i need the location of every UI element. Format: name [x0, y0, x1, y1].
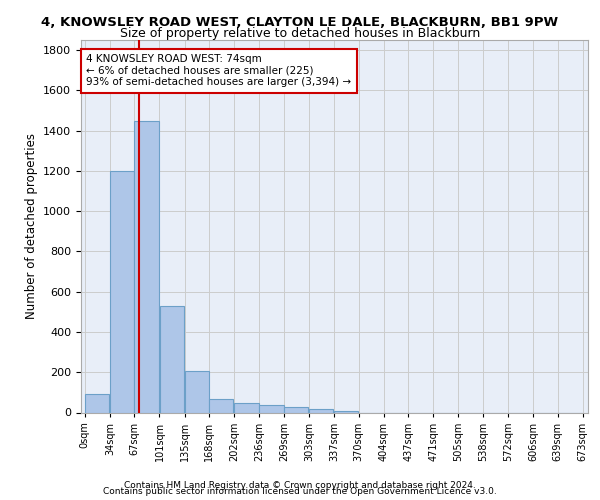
Bar	[334, 411, 358, 412]
Text: Size of property relative to detached houses in Blackburn: Size of property relative to detached ho…	[120, 28, 480, 40]
Bar	[160, 306, 184, 412]
Bar	[185, 371, 209, 412]
Bar	[309, 410, 333, 412]
Text: Contains HM Land Registry data © Crown copyright and database right 2024.: Contains HM Land Registry data © Crown c…	[124, 480, 476, 490]
Bar	[209, 400, 233, 412]
Y-axis label: Number of detached properties: Number of detached properties	[25, 133, 38, 320]
Bar	[110, 171, 134, 412]
Bar	[284, 407, 308, 412]
Bar	[85, 394, 109, 412]
Bar	[259, 406, 284, 412]
Bar	[235, 404, 259, 412]
Text: 4, KNOWSLEY ROAD WEST, CLAYTON LE DALE, BLACKBURN, BB1 9PW: 4, KNOWSLEY ROAD WEST, CLAYTON LE DALE, …	[41, 16, 559, 30]
Text: 4 KNOWSLEY ROAD WEST: 74sqm
← 6% of detached houses are smaller (225)
93% of sem: 4 KNOWSLEY ROAD WEST: 74sqm ← 6% of deta…	[86, 54, 352, 88]
Bar	[134, 120, 158, 412]
Text: Contains public sector information licensed under the Open Government Licence v3: Contains public sector information licen…	[103, 488, 497, 496]
